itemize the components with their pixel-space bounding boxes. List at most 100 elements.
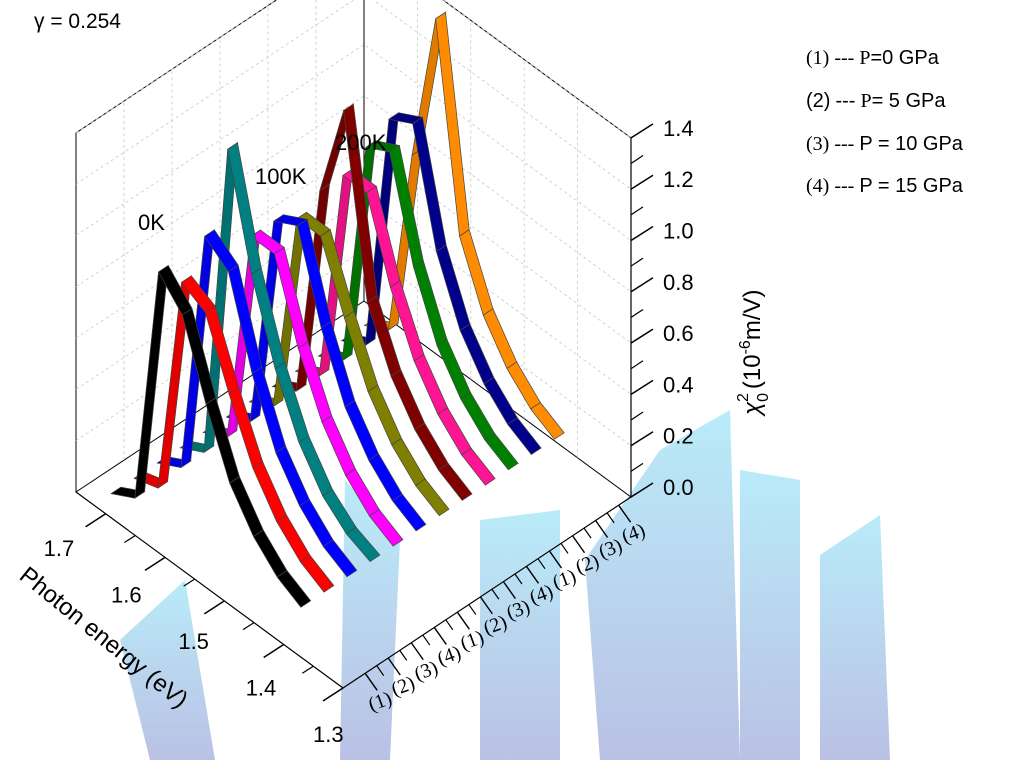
ribbon-segment: [414, 478, 450, 517]
x-tick-label: 1.3: [313, 722, 344, 747]
ribbon-segment: [437, 407, 472, 456]
series-axis-tick: [502, 581, 516, 600]
series-axis-tick: [595, 520, 609, 538]
ribbon-segment: [412, 259, 448, 347]
ribbon-segment: [506, 361, 541, 410]
y-axis-tick: [630, 379, 654, 396]
series-axis-tick: [548, 550, 563, 569]
x-axis-minor-tick: [124, 535, 136, 544]
ribbon-segment: [344, 399, 379, 461]
series-axis-minor-tick: [560, 543, 569, 554]
y-axis-tick: [630, 277, 654, 293]
ribbon-segment: [367, 384, 402, 446]
series-axis-minor-tick: [376, 665, 385, 676]
group-label-0k: 0K: [138, 210, 165, 235]
legend-item-3: (3) --- P = 10 GPa: [806, 133, 964, 155]
y-axis-tick: [630, 482, 654, 498]
ribbons: [110, 11, 565, 608]
ribbon-segment: [321, 415, 356, 477]
x-axis-tick: [263, 643, 285, 659]
series-axis-minor-tick: [583, 527, 592, 539]
y-axis-minor-tick: [630, 411, 644, 421]
legend-item-1: (1) --- P=0 GPa: [806, 47, 940, 69]
y-axis-minor-tick: [630, 257, 644, 267]
ribbon-segment: [390, 369, 426, 431]
x-tick-label: 1.4: [246, 675, 277, 700]
ribbon-segment: [229, 476, 264, 538]
y-tick-label: 1.0: [663, 219, 694, 244]
series-axis-minor-tick: [514, 573, 523, 585]
series-axis-tick: [525, 565, 540, 584]
ribbon-segment: [435, 11, 470, 237]
series-axis-tick: [387, 657, 401, 676]
series-axis-minor-tick: [399, 650, 408, 661]
ribbon-segment: [253, 529, 288, 578]
legend-item-2: (2) --- P= 5 GPa: [806, 90, 946, 112]
y-tick-label: 0.2: [663, 424, 694, 449]
ribbon-segment: [345, 526, 381, 562]
x-axis-tick: [85, 513, 107, 528]
x-tick-label: 1.5: [178, 629, 209, 654]
ribbon-segment: [368, 453, 403, 502]
ribbon-segment: [391, 493, 427, 532]
y-axis-tick: [630, 225, 654, 242]
gamma-label: γ = 0.254: [34, 10, 121, 33]
ribbon-segment: [252, 460, 287, 522]
y-axis-tick: [630, 431, 654, 447]
ribbon-segment: [460, 447, 496, 486]
series-axis-tick: [433, 627, 447, 645]
legend: (1) --- P=0 GPa (2) --- P= 5 GPa (3) --- P = 1…: [806, 47, 964, 197]
series-axis-minor-tick: [606, 512, 615, 524]
ribbon-segment: [435, 244, 471, 331]
x-axis-minor-tick: [242, 622, 255, 631]
ribbon-segment: [436, 338, 472, 400]
series-axis-tick: [571, 535, 586, 554]
x-axis-tick: [322, 687, 344, 702]
series-axis-tick: [410, 642, 424, 661]
y-tick-label: 0.8: [663, 270, 694, 295]
y-tick-label: 0.4: [663, 372, 694, 397]
ribbon-segment: [322, 539, 358, 578]
series-axis-tick: [364, 672, 378, 691]
y-axis-minor-tick: [630, 206, 644, 216]
series-axis-tick: [479, 596, 493, 615]
ribbon-segment: [227, 142, 262, 275]
x-axis-tick: [203, 600, 225, 615]
x-axis-minor-tick: [183, 578, 195, 587]
x-axis-minor-tick: [302, 665, 314, 674]
ribbon-segment: [483, 376, 518, 425]
series-axis-minor-tick: [537, 558, 546, 570]
ribbon-segment: [299, 499, 334, 547]
ribbon-segment: [276, 514, 311, 563]
ribbon-segment: [276, 570, 312, 608]
y-tick-label: 0.6: [663, 321, 694, 346]
series-axis-minor-tick: [491, 588, 500, 600]
series-tick-label: (4): [434, 642, 463, 671]
ribbon-segment: [413, 353, 449, 415]
x-axis-tick: [144, 556, 166, 571]
x-tick-label: 1.6: [111, 582, 142, 607]
ribbon-segment: [460, 392, 495, 441]
ribbon-segment: [507, 417, 542, 455]
y-axis-tick: [630, 328, 654, 344]
series-axis-minor-tick: [422, 634, 431, 646]
ribbon-segment: [414, 422, 449, 471]
group-label-200k: 200K: [335, 130, 387, 155]
ribbon-series-4: [179, 142, 381, 562]
y-axis-minor-tick: [630, 462, 644, 472]
ribbon-segment: [437, 463, 473, 501]
y-axis-minor-tick: [630, 155, 644, 165]
y-tick-label: 1.4: [663, 116, 694, 141]
ribbon-segment: [368, 509, 404, 547]
grid-line-horizontal: [75, 0, 632, 139]
ribbon-segment: [391, 437, 426, 486]
y-axis-title: χ02(10-6m/V): [735, 289, 772, 417]
x-tick-label: 1.7: [44, 536, 75, 561]
y-axis-minor-tick: [630, 360, 644, 370]
series-axis-tick: [456, 611, 470, 630]
y-axis-tick: [630, 123, 654, 139]
series-axis-minor-tick: [468, 604, 477, 615]
series-axis-tick: [618, 504, 632, 523]
grid-line-horizontal: [75, 44, 632, 241]
